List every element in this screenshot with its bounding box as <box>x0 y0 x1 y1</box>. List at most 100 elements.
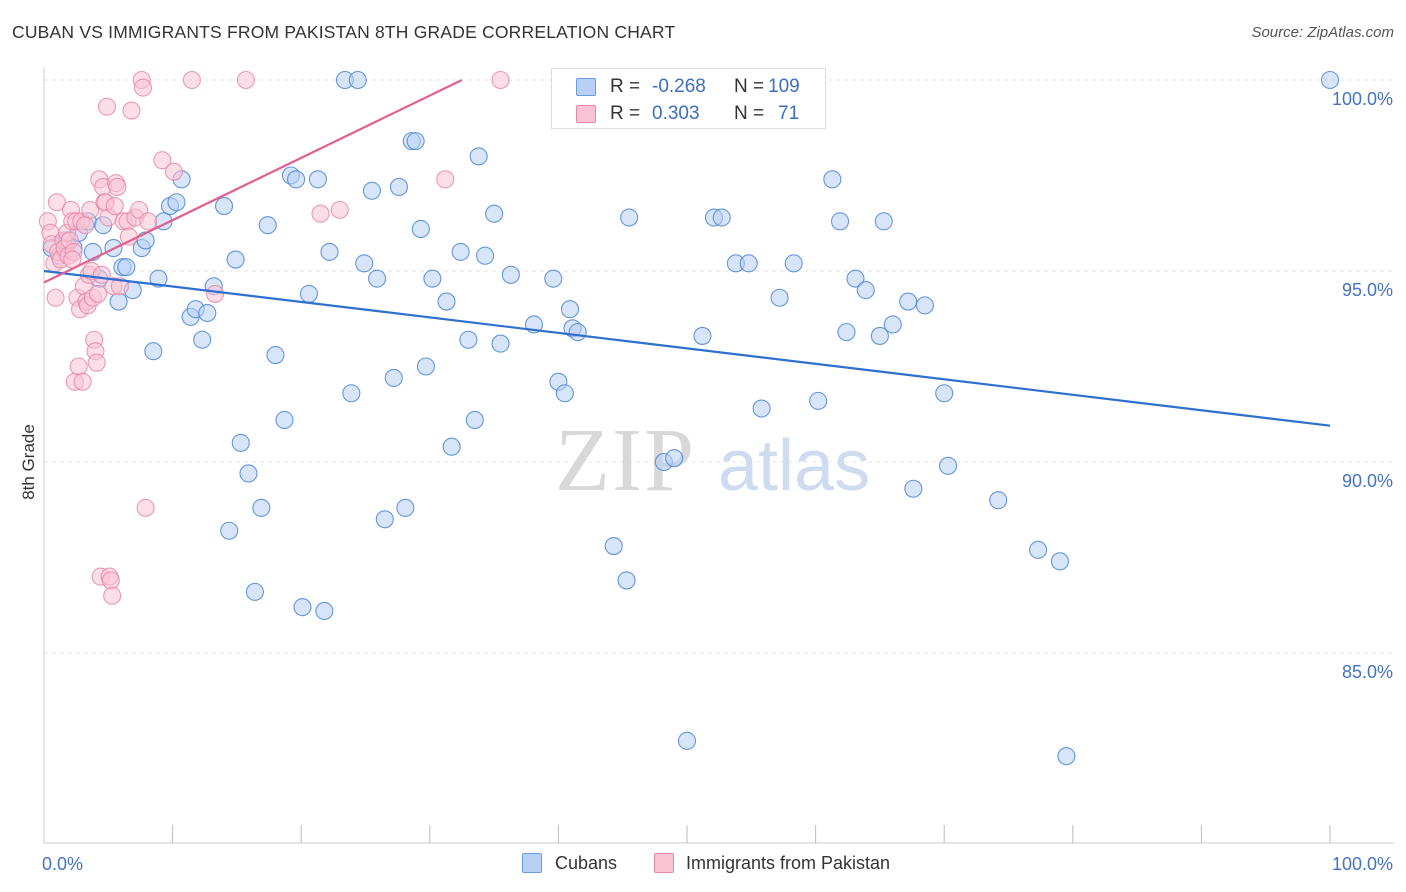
cuban-point <box>544 269 563 288</box>
y-tick-label: 100.0% <box>1332 89 1393 109</box>
pakistan-point <box>87 353 106 372</box>
cuban-point <box>874 212 893 231</box>
cuban-point <box>739 254 758 273</box>
pakistan-point <box>136 498 155 517</box>
cuban-point <box>904 479 923 498</box>
cuban-point <box>555 384 574 403</box>
pakistan-trend-line <box>43 79 463 284</box>
pakistan-point <box>133 78 153 97</box>
cuban-point <box>308 170 327 189</box>
pakistan-point <box>436 170 455 189</box>
cuban-point <box>617 571 636 590</box>
cuban-point <box>476 246 495 265</box>
cuban-point <box>136 231 155 250</box>
cuban-point <box>485 204 504 223</box>
cuban-point <box>275 410 294 430</box>
pakistan-point <box>119 227 138 246</box>
legend-item-pakistan[interactable]: Immigrants from Pakistan <box>654 851 934 877</box>
cuban-point <box>384 368 403 388</box>
legend-label: Immigrants from Pakistan <box>686 853 891 873</box>
cuban-point <box>846 269 865 288</box>
n-label: N = <box>734 103 765 124</box>
trend-lines <box>43 79 1331 427</box>
cuban-point <box>1050 552 1069 571</box>
cubans-legend-swatch <box>522 853 542 873</box>
cuban-point <box>368 269 387 288</box>
cuban-point <box>355 254 374 273</box>
cubans-trend-line <box>43 269 1331 427</box>
pakistan-point <box>76 216 95 235</box>
cuban-point <box>459 330 478 349</box>
cuban-point <box>315 601 334 621</box>
pakistan-points <box>38 70 510 605</box>
cuban-point <box>899 292 918 311</box>
cuban-point <box>677 731 697 750</box>
cuban-point <box>396 498 415 517</box>
cuban-point <box>258 216 277 235</box>
cuban-point <box>568 323 587 342</box>
cuban-point <box>560 300 580 319</box>
cuban-point <box>252 498 271 517</box>
n-label: N = <box>734 76 765 97</box>
legend-item-cubans[interactable]: Cubans <box>522 851 632 877</box>
stats-box: R = -0.268 N = 109 R = 0.303 N = 71 <box>551 68 826 129</box>
x-tick-label: 100.0% <box>1332 854 1393 874</box>
n-value: 71 <box>778 103 800 124</box>
cuban-point <box>299 284 318 303</box>
cuban-point <box>109 292 128 311</box>
cuban-point <box>348 70 367 90</box>
pakistan-point <box>69 357 88 376</box>
cuban-point <box>501 265 520 284</box>
cuban-point <box>491 334 510 353</box>
cuban-point <box>416 357 435 376</box>
pakistan-legend-swatch <box>654 853 674 873</box>
pakistan-point <box>139 212 158 231</box>
pakistan-point <box>81 200 100 219</box>
watermark-atlas: atlas <box>718 426 870 506</box>
cuban-point <box>823 170 842 189</box>
pakistan-point <box>46 288 65 307</box>
cuban-point <box>1029 540 1048 559</box>
cuban-point <box>117 258 136 277</box>
cuban-point <box>287 170 306 189</box>
pakistan-point <box>47 193 66 212</box>
pakistan-point <box>103 586 122 605</box>
chart-title: CUBAN VS IMMIGRANTS FROM PAKISTAN 8TH GR… <box>12 22 676 42</box>
y-tick-label: 90.0% <box>1342 471 1393 491</box>
cuban-point <box>465 410 484 430</box>
cuban-point <box>837 323 856 342</box>
cuban-point <box>665 449 684 468</box>
cuban-point <box>784 254 803 273</box>
y-tick-label: 95.0% <box>1342 280 1393 300</box>
cuban-point <box>856 281 875 300</box>
cuban-point <box>362 181 381 200</box>
cuban-point <box>320 242 339 261</box>
cuban-point <box>939 456 958 475</box>
r-value: -0.268 <box>652 76 706 97</box>
cuban-point <box>693 326 712 345</box>
pakistan-point <box>88 284 108 303</box>
cuban-point <box>406 132 425 151</box>
pakistan-swatch <box>576 105 596 123</box>
cubans-swatch <box>576 78 596 96</box>
cubans-points <box>42 70 1340 766</box>
axes <box>43 68 1394 844</box>
cuban-point <box>915 296 934 315</box>
cuban-point <box>342 384 361 403</box>
cuban-point <box>809 391 828 410</box>
pakistan-point <box>153 151 172 170</box>
cuban-point <box>375 510 394 529</box>
x-tick-labels: 0.0% 100.0% <box>42 854 1393 874</box>
cuban-point <box>712 208 731 227</box>
cuban-point <box>935 384 954 403</box>
cuban-point <box>830 212 850 231</box>
cuban-point <box>1057 747 1076 766</box>
cuban-point <box>1320 70 1340 90</box>
pakistan-point <box>108 177 127 197</box>
pakistan-point <box>491 70 510 90</box>
cuban-point <box>989 491 1008 510</box>
pakistan-point <box>182 70 201 90</box>
y-axis-label: 8th Grade <box>19 424 38 500</box>
pakistan-point <box>73 372 92 391</box>
